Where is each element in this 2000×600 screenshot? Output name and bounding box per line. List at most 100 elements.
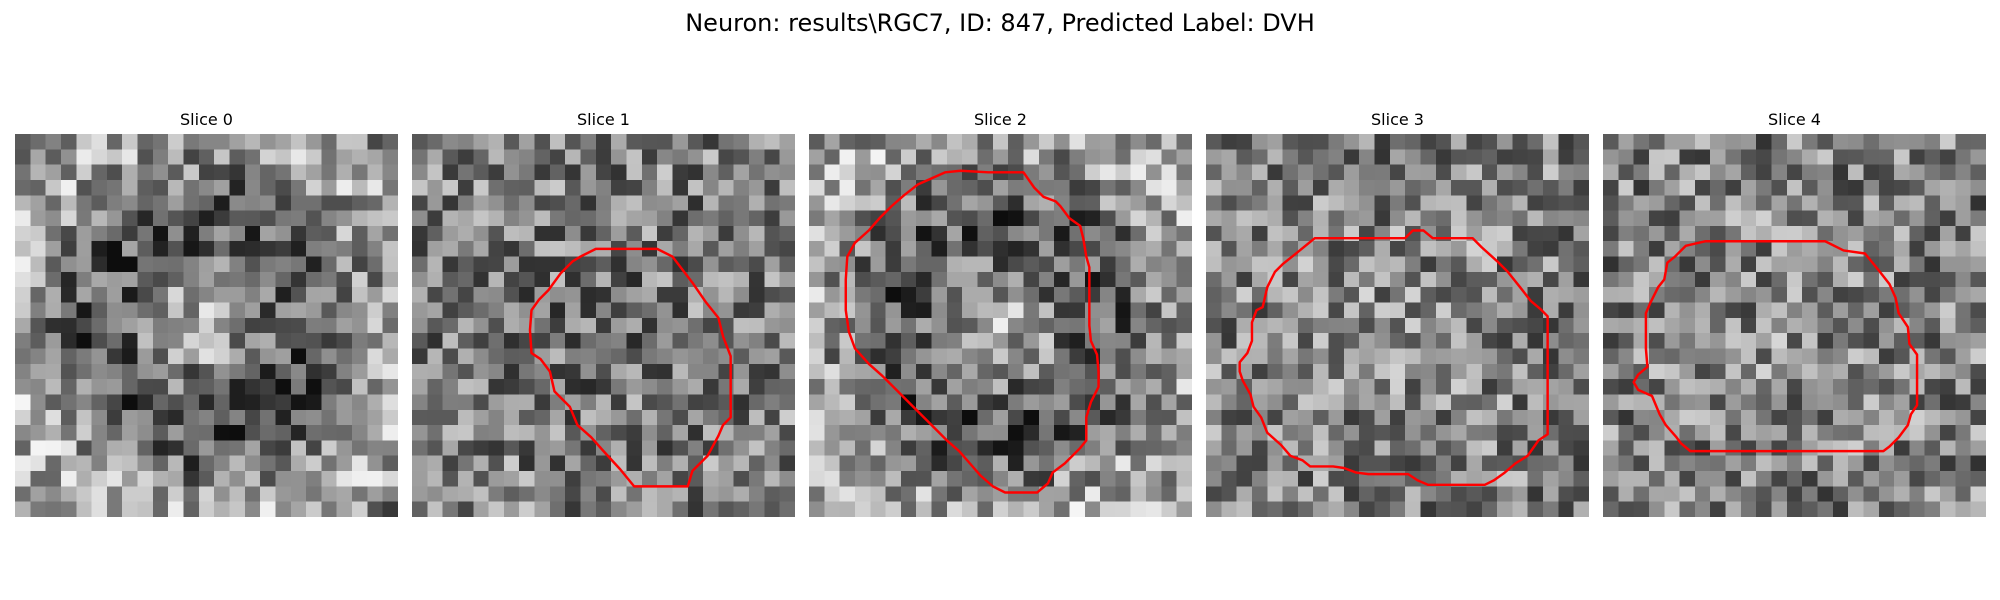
pixel (488, 179, 505, 196)
pixel (1955, 394, 1971, 411)
pixel (1970, 317, 1986, 334)
pixel (1176, 256, 1192, 273)
pixel (275, 440, 292, 457)
pixel (1664, 195, 1680, 211)
pixel (1970, 348, 1986, 365)
pixel (687, 256, 704, 273)
pixel (1679, 348, 1696, 365)
pixel (91, 409, 108, 426)
pixel (1251, 363, 1268, 380)
pixel (336, 256, 353, 273)
pixel (1664, 302, 1680, 319)
pixel (275, 287, 292, 303)
pixel (214, 179, 230, 196)
pixel (457, 210, 474, 227)
pixel (1435, 164, 1452, 181)
pixel (1115, 256, 1132, 273)
pixel (106, 440, 123, 457)
pixel (1894, 164, 1910, 181)
pixel (1710, 317, 1726, 334)
pixel (1451, 501, 1467, 517)
pixel (1573, 241, 1589, 257)
pixel (1786, 486, 1803, 502)
pixel (367, 363, 383, 380)
pixel (412, 241, 428, 257)
pixel (1648, 440, 1665, 457)
pixel (1313, 210, 1329, 227)
pixel (1664, 363, 1680, 380)
pixel (15, 179, 31, 196)
pixel (1328, 195, 1345, 211)
pixel (1054, 409, 1070, 426)
pixel (779, 455, 795, 472)
pixel (1054, 256, 1070, 273)
pixel (30, 225, 46, 242)
pixel (1664, 409, 1680, 426)
pixel (1054, 210, 1070, 227)
pixel (1543, 287, 1559, 303)
pixel (244, 471, 261, 487)
pixel (946, 333, 963, 349)
pixel (962, 486, 978, 502)
pixel (1451, 287, 1467, 303)
pixel (946, 149, 963, 165)
pixel (1817, 425, 1834, 441)
pixel (854, 164, 871, 181)
pixel (244, 425, 261, 441)
pixel (229, 241, 246, 257)
pixel (1176, 440, 1192, 457)
pixel (1481, 210, 1498, 227)
pixel (1848, 302, 1864, 319)
pixel (703, 363, 719, 380)
pixel (1282, 225, 1299, 242)
pixel (839, 287, 856, 303)
pixel (1512, 379, 1529, 395)
pixel (214, 317, 230, 334)
pixel (45, 501, 62, 517)
pixel (1817, 271, 1834, 288)
pixel (1740, 287, 1757, 303)
pixel (946, 287, 963, 303)
pixel (1558, 394, 1574, 411)
pixel (534, 486, 551, 502)
pixel (931, 409, 948, 426)
pixel (1740, 379, 1757, 395)
pixel (1970, 271, 1986, 288)
pixel (1481, 348, 1498, 365)
pixel (1069, 486, 1086, 502)
pixel (1038, 302, 1055, 319)
pixel (718, 134, 735, 150)
pixel (45, 210, 62, 227)
pixel (488, 287, 505, 303)
pixel (137, 164, 154, 181)
pixel (1970, 486, 1986, 502)
pixel (382, 256, 398, 273)
pixel (367, 302, 383, 319)
pixel (946, 241, 963, 257)
pixel (1313, 179, 1329, 196)
pixel (122, 440, 138, 457)
pixel (1069, 302, 1086, 319)
pixel (122, 379, 138, 395)
pixel (519, 271, 535, 288)
pixel (657, 333, 673, 349)
pixel (457, 241, 474, 257)
pixel (412, 363, 428, 380)
pixel (611, 179, 627, 196)
pixel (687, 225, 704, 242)
pixel (1618, 134, 1634, 150)
pixel (1313, 501, 1329, 517)
pixel (916, 134, 932, 150)
pixel (382, 348, 398, 365)
pixel (473, 486, 489, 502)
pixel (352, 409, 368, 426)
pixel (1008, 241, 1024, 257)
pixel (839, 225, 856, 242)
pixel (336, 317, 353, 334)
pixel (1069, 394, 1086, 411)
pixel (1618, 256, 1634, 273)
pixel (1512, 256, 1529, 273)
pixel (1328, 379, 1345, 395)
pixel (45, 225, 62, 242)
pixel (641, 363, 658, 380)
